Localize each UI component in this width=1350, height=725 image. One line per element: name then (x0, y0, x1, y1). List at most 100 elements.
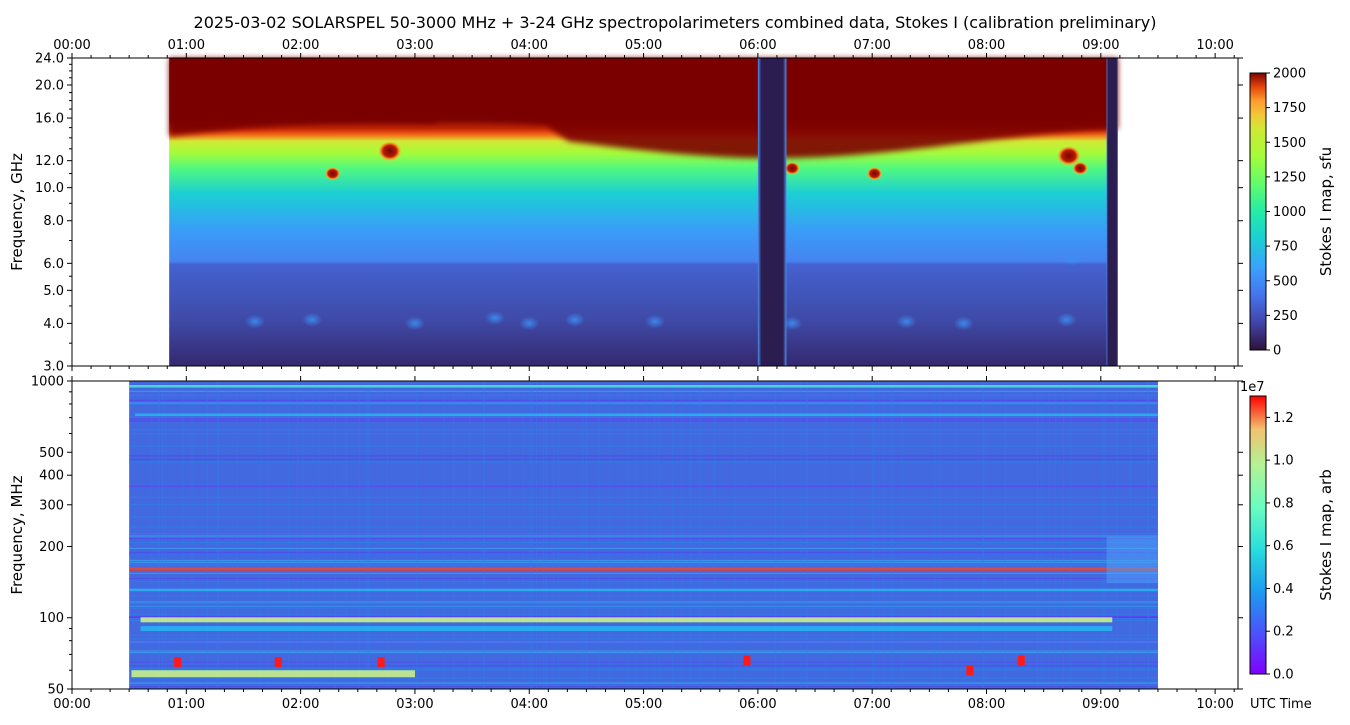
bottom-rfi-line (129, 665, 1158, 667)
bottom-y-axis-label: Frequency, MHz (8, 475, 26, 594)
utc-time-label: UTC Time (1250, 697, 1312, 712)
bottom-rfi-line (129, 445, 1158, 447)
bottom-rfi-line (129, 537, 1158, 540)
bottom-time-stripe (681, 381, 683, 689)
bottom-rfi-line (129, 661, 1158, 663)
top-plot-frame (71, 57, 1239, 367)
bottom-time-stripe (1037, 381, 1039, 689)
bottom-time-stripe (882, 381, 884, 689)
bottom-time-stripe (635, 381, 637, 689)
bottom-time-stripe (745, 381, 747, 689)
bottom-rfi-line (129, 681, 1158, 683)
bottom-rfi-line (129, 641, 1158, 643)
bottom-rfi-line (129, 535, 1158, 537)
bottom-time-stripe (165, 381, 167, 689)
bottom-rfi-line (129, 455, 1158, 457)
bottom-time-stripe (267, 381, 269, 689)
bottom-y-tick-label: 400 (39, 469, 64, 484)
bottom-time-stripe (453, 381, 455, 689)
top-y-axis-label: Frequency, GHz (8, 153, 26, 271)
bottom-rfi-line (129, 461, 1158, 463)
bottom-time-stripe (1070, 381, 1072, 689)
bottom-time-stripe (890, 381, 892, 689)
colorbar-tick-label: 750 (1273, 240, 1298, 255)
bottom-y-tick-label: 200 (39, 540, 64, 555)
bottom-x-tick-label: 09:00 (1082, 697, 1119, 712)
colorbar-tick-label: 0.0 (1273, 668, 1294, 683)
top-emission-blob (302, 312, 323, 327)
bottom-rfi-line (129, 606, 1158, 608)
bottom-y-tick-label: 100 (39, 611, 64, 626)
bottom-rfi-line (129, 485, 1158, 487)
bottom-rfi-line (129, 496, 1158, 499)
colorbar-tick-label: 250 (1273, 309, 1298, 324)
bottom-time-stripe (698, 381, 700, 689)
bottom-rfi-line (129, 638, 1158, 640)
bottom-rfi-line (129, 682, 1158, 684)
bottom-time-stripe (806, 381, 808, 689)
top-x-tick-label: 09:00 (1082, 38, 1119, 53)
top-y-tick-label: 20.0 (35, 79, 64, 94)
bottom-time-stripe (483, 381, 485, 689)
bottom-burst-spot (743, 655, 751, 666)
bottom-burst-spot (274, 657, 282, 668)
colorbar-tick-label: 500 (1273, 274, 1298, 289)
colorbar-tick-label: 0.2 (1273, 625, 1294, 640)
bottom-y-tick-label: 500 (39, 446, 64, 461)
top-y-tick-label: 24.0 (35, 52, 64, 67)
bottom-late-emission (1106, 536, 1158, 584)
bottom-time-stripe (237, 381, 239, 689)
bottom-x-tick-label: 01:00 (168, 697, 205, 712)
bottom-rfi-line (129, 541, 1158, 543)
colorbar-gradient (1249, 72, 1267, 351)
bottom-rfi-line (129, 390, 1158, 392)
top-burst-spot (377, 140, 402, 162)
bottom-time-stripe (365, 381, 367, 689)
bottom-time-stripe (1041, 381, 1043, 689)
bottom-rfi-line (129, 553, 1158, 555)
bottom-time-stripe (158, 381, 160, 689)
bottom-time-stripe (653, 381, 655, 689)
bottom-rfi-line (129, 516, 1158, 518)
bottom-time-stripe (1148, 381, 1150, 689)
top-x-tick-label: 10:00 (1196, 38, 1233, 53)
bottom-time-stripe (484, 381, 486, 689)
bottom-time-stripe (296, 381, 298, 689)
bottom-time-stripe (530, 381, 532, 689)
bottom-time-stripe (1063, 381, 1065, 689)
bottom-spectrum-fill (129, 381, 1158, 689)
bottom-time-stripe (939, 381, 941, 689)
bottom-rfi-line (129, 420, 1158, 422)
bottom-rfi-line (129, 394, 1158, 397)
bottom-time-stripe (312, 381, 314, 689)
bottom-time-stripe (658, 381, 660, 689)
bottom-emission-band (140, 626, 1113, 632)
bottom-time-stripe (545, 381, 547, 689)
bottom-time-stripe (713, 381, 715, 689)
bottom-time-stripe (825, 381, 827, 689)
bottom-rfi-line (129, 564, 1158, 566)
bottom-time-stripe (873, 381, 875, 689)
bottom-time-stripe (672, 381, 674, 689)
bottom-rfi-line (129, 667, 1158, 670)
bottom-time-stripe (645, 381, 647, 689)
bottom-time-stripe (508, 381, 510, 689)
bottom-time-stripe (191, 381, 193, 689)
bottom-emission-band (131, 670, 415, 678)
bottom-time-stripe (206, 381, 208, 689)
bottom-rfi-line (129, 616, 1158, 618)
bottom-time-stripe (1004, 381, 1006, 689)
bottom-x-tick-label: 05:00 (625, 697, 662, 712)
bottom-rfi-line (129, 429, 1158, 431)
bottom-rfi-line (129, 601, 1158, 603)
bottom-x-tick-label: 02:00 (282, 697, 319, 712)
bottom-rfi-line (129, 416, 1158, 418)
bottom-rfi-line (129, 581, 1158, 583)
top-y-tick-label: 5.0 (43, 284, 64, 299)
bottom-rfi-line (129, 552, 1158, 554)
bottom-time-stripe (627, 381, 629, 689)
bottom-time-stripe (805, 381, 807, 689)
bottom-rfi-line (129, 602, 1158, 605)
bottom-time-stripe (217, 381, 219, 689)
bottom-rfi-line (129, 572, 1158, 575)
